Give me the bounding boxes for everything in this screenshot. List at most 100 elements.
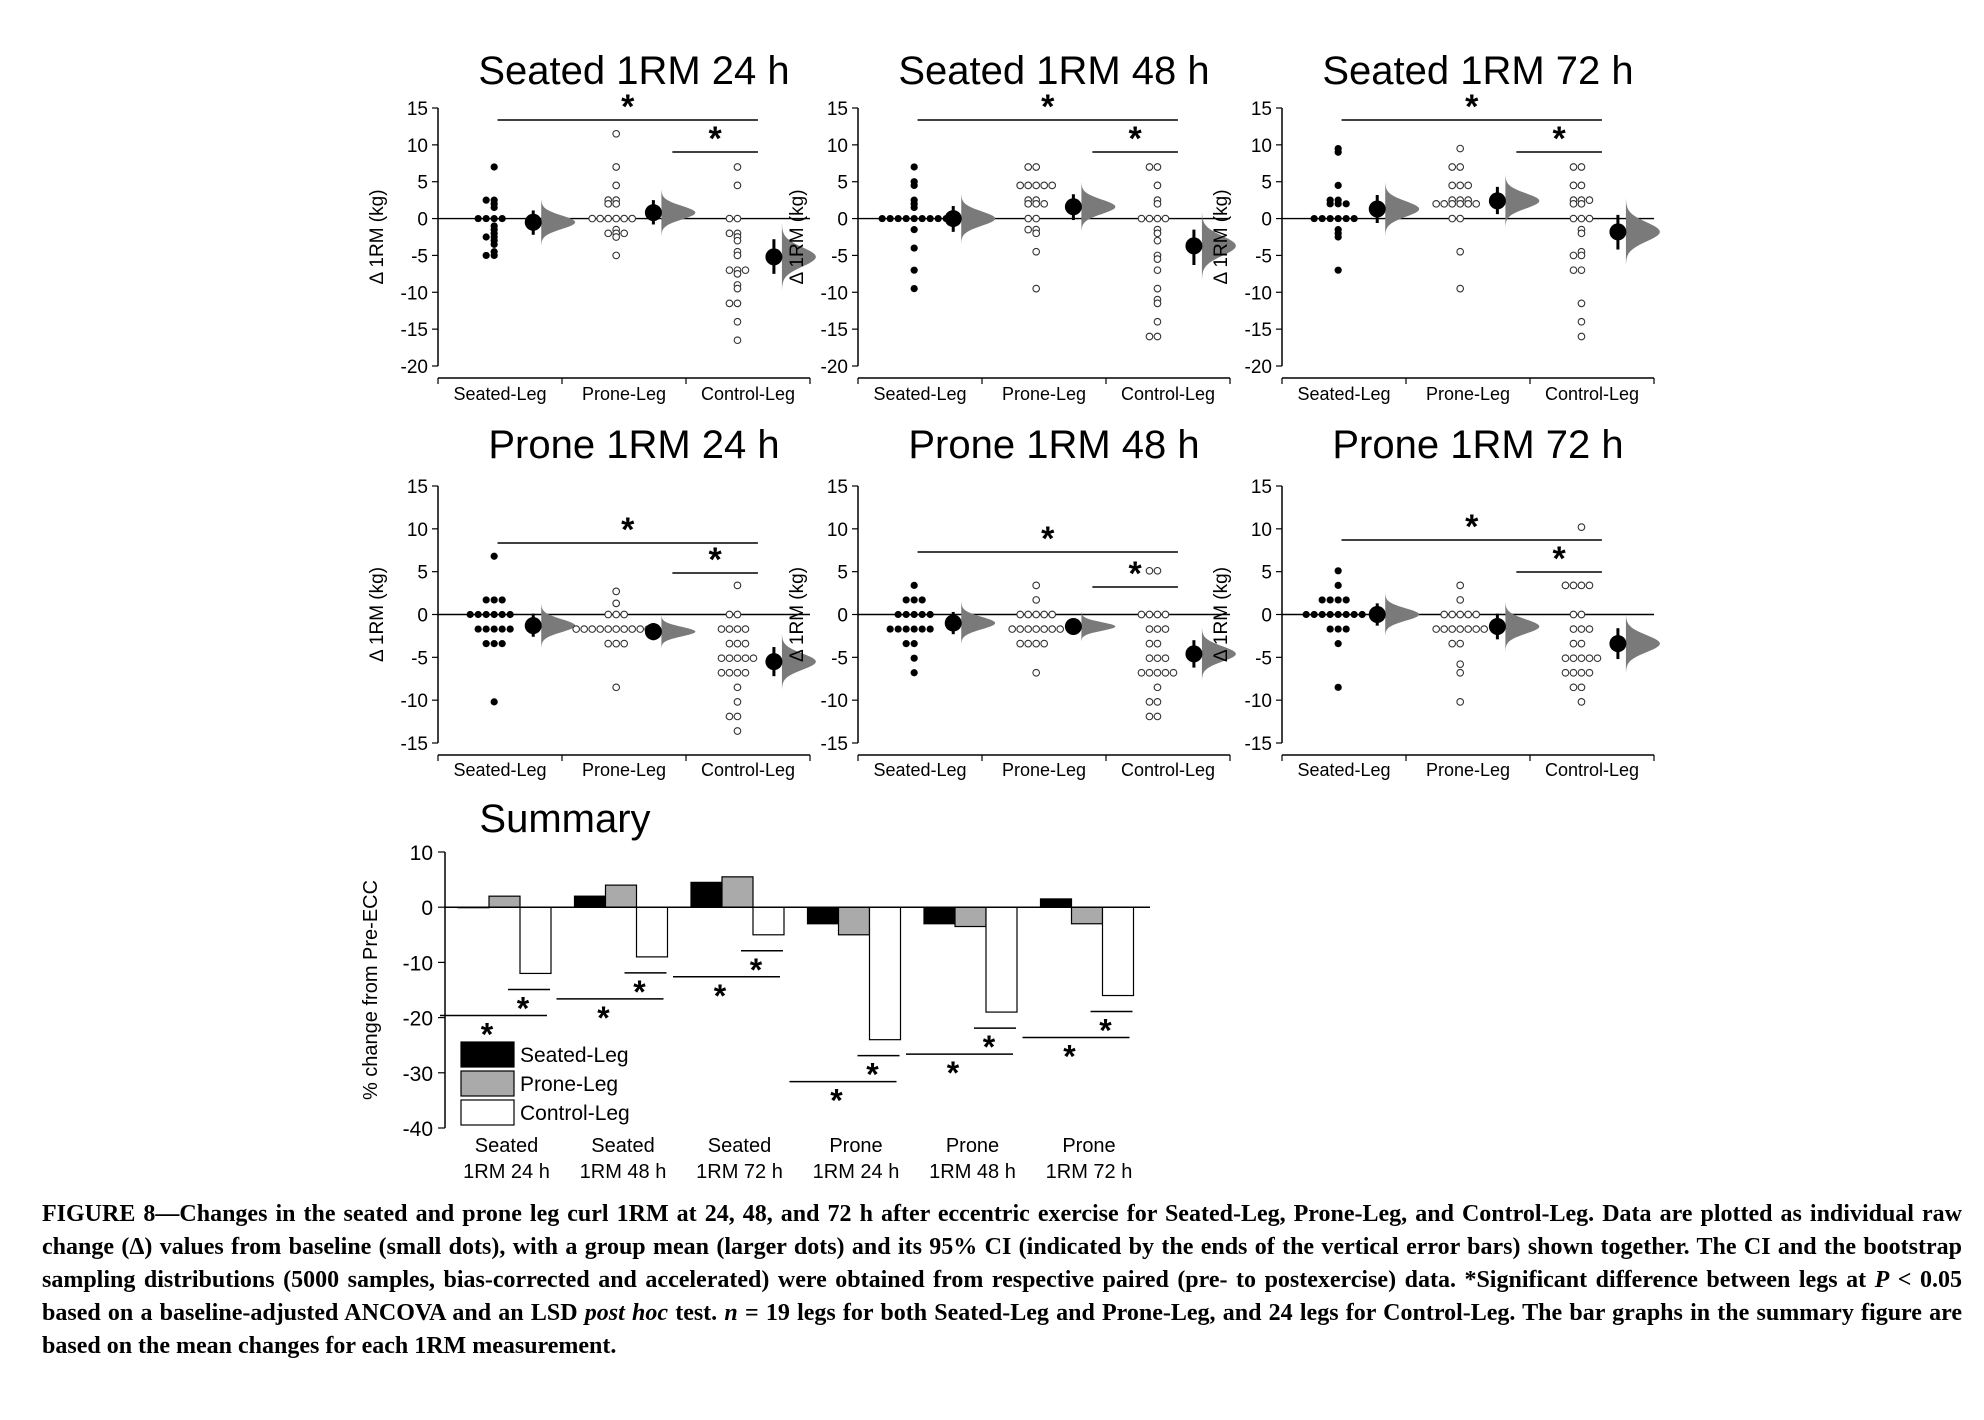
data-point [1032, 181, 1041, 190]
data-point [910, 610, 918, 619]
data-point [1448, 214, 1457, 223]
x-category-label: 1RM 24 h [813, 1161, 900, 1183]
y-tick-label: 0 [837, 210, 848, 231]
y-tick-label: 15 [827, 99, 848, 120]
data-point [1464, 610, 1473, 619]
mean-point [1185, 237, 1203, 255]
data-point [1585, 214, 1594, 223]
bootstrap-distribution [1201, 628, 1236, 680]
data-point [910, 581, 918, 589]
data-point [725, 214, 734, 223]
panel-title: Prone 1RM 72 h [1332, 423, 1623, 467]
y-tick-label: 5 [1261, 563, 1272, 584]
data-point [1569, 610, 1578, 619]
x-category-label: 1RM 48 h [929, 1161, 1016, 1183]
data-point [1456, 247, 1465, 256]
data-point [1153, 683, 1162, 692]
data-point [612, 683, 621, 692]
data-point [725, 625, 734, 633]
series-control-leg [725, 163, 816, 345]
data-point [628, 625, 637, 633]
data-point [902, 596, 910, 604]
data-point [1440, 199, 1449, 208]
y-tick-label: 5 [417, 173, 428, 194]
series-prone-leg [1432, 144, 1540, 293]
data-point [1585, 196, 1594, 204]
caption-text-4: = 19 legs for both Seated-Leg and Prone-… [42, 1300, 1963, 1359]
data-point [612, 233, 621, 241]
data-point [482, 610, 490, 619]
x-category-label: Prone-Leg [582, 760, 666, 780]
x-category-label: Control-Leg [701, 384, 795, 404]
bar-prone-leg [604, 884, 638, 908]
bootstrap-distribution [541, 199, 576, 246]
y-axis-label: % change from Pre-ECC [360, 880, 382, 1100]
data-point [725, 712, 734, 721]
data-point [1464, 181, 1473, 190]
data-point [1577, 698, 1586, 706]
caption-n: n [724, 1300, 738, 1326]
y-tick-label: -10 [403, 952, 433, 975]
y-tick-label: 10 [827, 520, 848, 541]
data-point [1153, 712, 1162, 721]
data-point [1145, 639, 1154, 648]
y-tick-label: -5 [411, 246, 428, 267]
series-seated-leg [474, 163, 576, 260]
data-point [490, 214, 498, 223]
data-point [612, 129, 621, 138]
data-point [902, 214, 910, 223]
caption-posthoc: post hoc [584, 1300, 668, 1326]
data-point [733, 712, 742, 721]
bootstrap-distribution [541, 603, 576, 648]
data-point [604, 214, 613, 223]
data-point [926, 625, 934, 633]
data-point [612, 181, 621, 190]
y-tick-label: 0 [417, 606, 428, 627]
y-axis-label: Δ 1RM (kg) [367, 189, 388, 284]
data-point [1145, 654, 1154, 663]
data-point [1342, 596, 1350, 604]
y-tick-label: -10 [821, 283, 848, 304]
data-point [1145, 698, 1154, 706]
data-point [1577, 332, 1586, 341]
y-axis-label: Δ 1RM (kg) [1211, 567, 1232, 662]
mean-point [644, 623, 662, 641]
data-point [1024, 214, 1033, 223]
data-point [1032, 247, 1041, 256]
data-point [1161, 625, 1170, 633]
data-point [1577, 199, 1586, 208]
data-point [910, 226, 918, 234]
data-point [1161, 214, 1170, 223]
y-tick-label: 15 [407, 477, 428, 498]
data-point [902, 640, 910, 648]
data-point [918, 596, 926, 604]
data-point [741, 668, 750, 677]
significance-star: * [621, 88, 635, 126]
data-point [604, 610, 613, 619]
data-point [1577, 683, 1586, 692]
data-point [1456, 596, 1465, 604]
y-axis-label: Δ 1RM (kg) [787, 567, 808, 662]
data-point [1448, 610, 1457, 619]
data-point [1569, 214, 1578, 223]
bar-control-leg [519, 906, 552, 975]
data-point [733, 698, 742, 706]
bootstrap-distribution [961, 602, 996, 645]
mean-point [1064, 617, 1082, 635]
y-tick-label: 15 [1251, 477, 1272, 498]
data-point [1024, 225, 1033, 234]
data-point [1153, 668, 1162, 677]
data-point [902, 610, 910, 619]
series-seated-leg [878, 163, 996, 293]
x-category-label: Seated [475, 1135, 538, 1157]
data-point [733, 284, 742, 293]
data-point [1472, 625, 1481, 633]
data-point [1153, 654, 1162, 663]
data-point [1577, 523, 1586, 531]
y-tick-label: -20 [403, 1008, 433, 1031]
mean-point [944, 210, 962, 228]
y-tick-label: -15 [1245, 734, 1272, 755]
caption-p: P [1874, 1267, 1890, 1293]
legend-swatch [460, 1099, 515, 1126]
data-point [1153, 299, 1162, 308]
